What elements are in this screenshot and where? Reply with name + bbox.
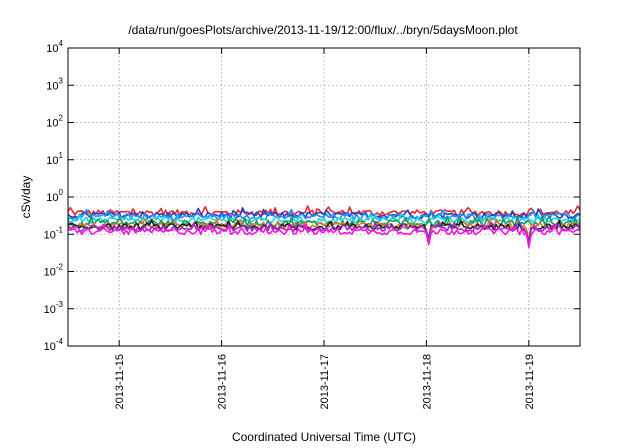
series-line xyxy=(67,223,581,248)
x-axis: 2013-11-15 2013-11-16 2013-11-17 2013-11-18… xyxy=(114,48,536,409)
chart-title: /data/run/goesPlots/archive/2013-11-19/1… xyxy=(128,23,518,37)
y-tick-label: 10-4 xyxy=(44,337,64,353)
y-tick-label: 10-3 xyxy=(44,300,64,316)
y-tick-label: 102 xyxy=(46,114,63,130)
y-tick-label: 10-1 xyxy=(44,225,64,241)
y-tick-label: 103 xyxy=(46,76,63,92)
y-tick-label: 104 xyxy=(46,39,63,55)
y-tick-label: 10-2 xyxy=(44,263,64,279)
x-tick-label: 2013-11-19 xyxy=(524,354,536,409)
series-line xyxy=(67,220,581,245)
y-tick-label: 101 xyxy=(46,151,63,167)
series-layer xyxy=(67,205,581,248)
x-tick-label: 2013-11-18 xyxy=(421,354,433,409)
x-axis-label: Coordinated Universal Time (UTC) xyxy=(232,430,416,444)
series-line xyxy=(67,213,581,225)
x-tick-label: 2013-11-15 xyxy=(114,354,126,409)
x-tick-label: 2013-11-16 xyxy=(217,354,229,409)
x-tick-label: 2013-11-17 xyxy=(319,354,331,409)
y-axis: 104 103 102 101 100 10-1 10-2 10-3 10-4 xyxy=(44,39,580,353)
grid xyxy=(68,48,580,346)
y-axis-label: cSv/day xyxy=(19,176,33,219)
y-tick-label: 100 xyxy=(46,188,63,204)
